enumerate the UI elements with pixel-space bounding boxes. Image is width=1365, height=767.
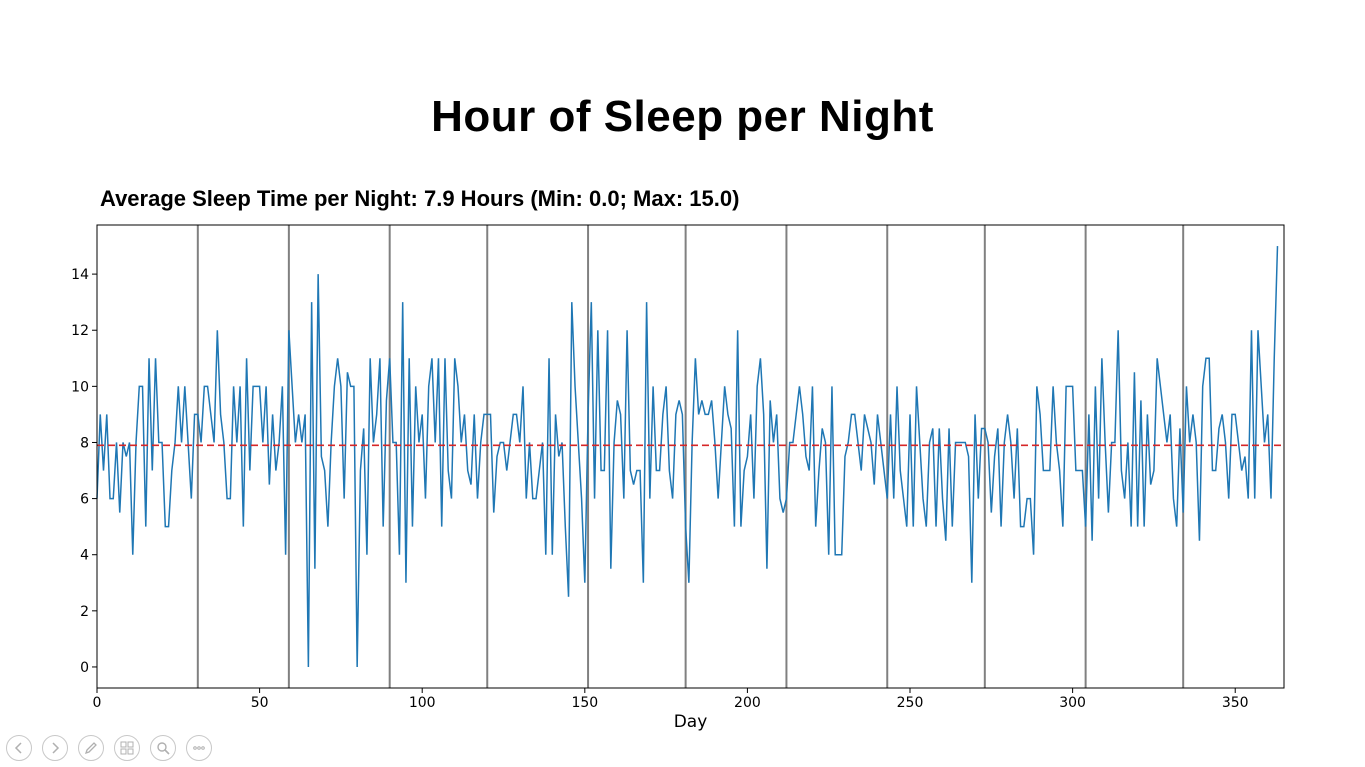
- x-tick-label: 150: [571, 695, 598, 711]
- zoom-button[interactable]: [150, 735, 176, 761]
- y-tick-label: 10: [71, 379, 89, 395]
- y-axis-ticks: 0 2 4 6 8 10 12 14: [71, 267, 97, 676]
- pen-tool-button[interactable]: [78, 735, 104, 761]
- arrow-left-icon: [14, 742, 22, 754]
- x-tick-label: 100: [409, 695, 436, 711]
- x-axis-ticks: 0 50 100 150 200 250 300 350: [93, 688, 1249, 711]
- x-tick-label: 350: [1222, 695, 1249, 711]
- x-tick-label: 0: [93, 695, 102, 711]
- chart-title: Average Sleep Time per Night: 7.9 Hours …: [100, 186, 740, 211]
- x-tick-label: 250: [897, 695, 924, 711]
- sleep-hours-series-line: [96, 246, 1279, 667]
- y-tick-label: 14: [71, 267, 89, 283]
- y-tick-label: 4: [80, 548, 89, 564]
- y-tick-label: 2: [80, 604, 89, 620]
- next-slide-button[interactable]: [42, 735, 68, 761]
- see-all-slides-button[interactable]: [114, 735, 140, 761]
- slide-title: Hour of Sleep per Night: [431, 92, 934, 141]
- x-tick-label: 300: [1059, 695, 1086, 711]
- previous-slide-button[interactable]: [6, 735, 32, 761]
- more-options-button[interactable]: [186, 735, 212, 761]
- y-tick-label: 8: [80, 435, 89, 451]
- month-boundary-lines: [196, 225, 1185, 688]
- slides-grid-icon: [120, 741, 134, 755]
- x-axis-label: Day: [674, 712, 708, 732]
- y-tick-label: 6: [80, 492, 89, 508]
- y-tick-label: 12: [71, 323, 89, 339]
- plot-area-frame: [96, 224, 1285, 689]
- ellipsis-icon: [193, 746, 205, 750]
- pen-icon: [84, 742, 97, 755]
- slideshow-toolbar: [6, 735, 212, 763]
- arrow-right-icon: [52, 742, 60, 754]
- magnifier-icon: [157, 742, 170, 755]
- x-tick-label: 200: [734, 695, 761, 711]
- x-tick-label: 50: [251, 695, 269, 711]
- y-tick-label: 0: [80, 660, 89, 676]
